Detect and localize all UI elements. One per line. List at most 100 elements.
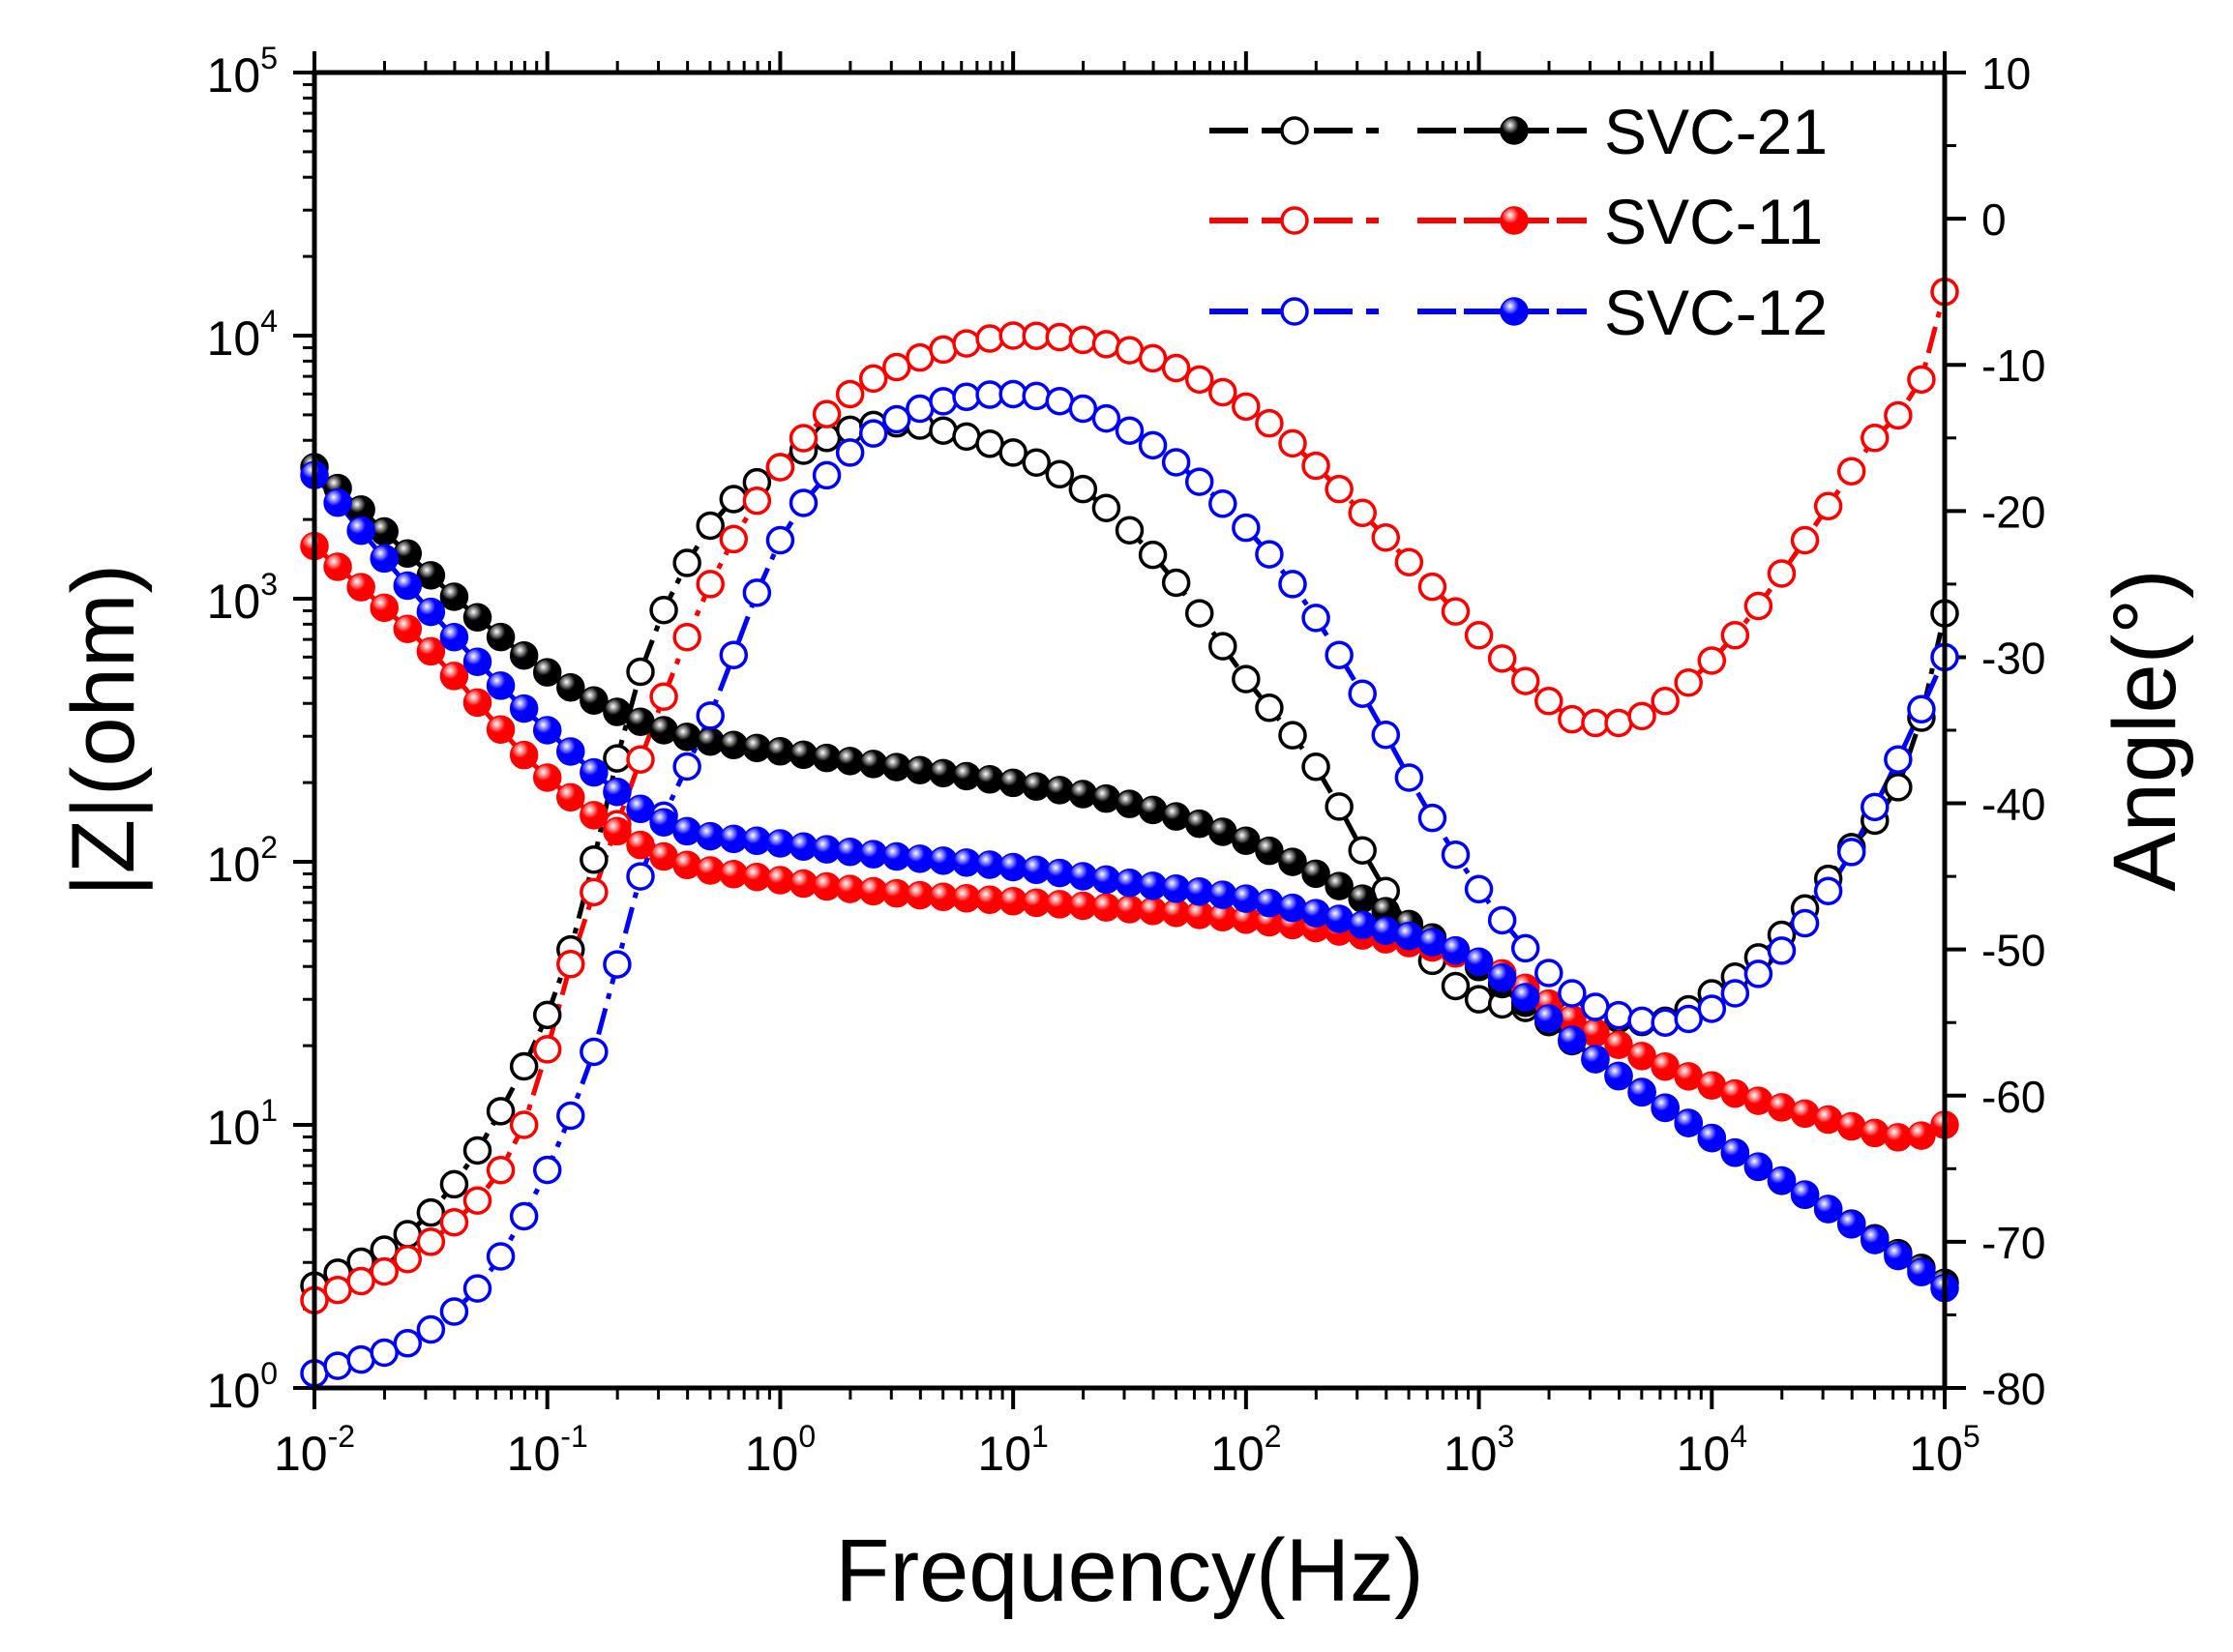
phase-point-svc-21 [1184, 599, 1214, 628]
modulus-point-svc-21 [580, 686, 609, 716]
phase-point-svc-12 [1022, 381, 1051, 411]
phase-point-svc-21 [1441, 971, 1471, 1001]
modulus-point-svc-21 [672, 723, 701, 752]
phase-point-svc-12 [765, 525, 795, 555]
modulus-point-svc-12 [1301, 899, 1330, 928]
phase-point-svc-21 [1232, 664, 1261, 693]
phase-point-svc-12 [1068, 394, 1098, 424]
modulus-point-svc-12 [1441, 935, 1471, 965]
modulus-point-svc-21 [998, 768, 1027, 798]
phase-point-svc-11 [1674, 667, 1703, 697]
phase-point-svc-12 [1813, 876, 1843, 905]
modulus-point-svc-12 [1558, 1025, 1587, 1054]
modulus-point-svc-11 [486, 715, 516, 744]
phase-point-svc-11 [858, 364, 888, 394]
modulus-point-svc-12 [1604, 1061, 1633, 1091]
modulus-point-svc-12 [1255, 888, 1284, 918]
phase-point-svc-12 [416, 1314, 446, 1344]
x-tick-label: 10-2 [274, 1419, 355, 1481]
phase-point-svc-12 [742, 578, 772, 607]
modulus-point-svc-12 [1371, 916, 1401, 945]
phase-point-svc-11 [1697, 646, 1727, 675]
x-tick-label: 102 [1210, 1419, 1281, 1481]
phase-point-svc-12 [975, 380, 1004, 409]
modulus-point-svc-11 [370, 593, 399, 623]
phase-point-svc-12 [1510, 933, 1540, 963]
phase-point-svc-12 [1790, 908, 1820, 938]
x-tick-label: 105 [1909, 1419, 1980, 1481]
y-left-tick-label: 102 [207, 830, 278, 892]
phase-point-svc-11 [1790, 525, 1820, 555]
phase-point-svc-12 [1045, 386, 1075, 416]
modulus-point-svc-11 [1604, 1030, 1633, 1059]
legend-modulus-marker [1500, 206, 1529, 235]
phase-point-svc-12 [1325, 640, 1354, 669]
phase-point-svc-11 [929, 335, 958, 365]
y-right-tick-label: -30 [1981, 633, 2045, 683]
phase-point-svc-11 [1510, 666, 1540, 695]
phase-point-svc-12 [1884, 745, 1913, 774]
modulus-point-svc-12 [1232, 884, 1261, 913]
phase-point-svc-12 [1371, 721, 1401, 750]
phase-point-svc-12 [580, 1037, 609, 1067]
phase-point-svc-11 [346, 1266, 375, 1296]
phase-point-svc-11 [1627, 701, 1656, 731]
phase-point-svc-12 [1674, 1004, 1703, 1034]
phase-point-svc-11 [975, 324, 1004, 353]
phase-point-svc-21 [603, 744, 632, 773]
modulus-point-svc-12 [1627, 1077, 1656, 1107]
y-left-tick-label: 105 [207, 41, 278, 103]
modulus-point-svc-12 [1651, 1093, 1680, 1123]
phase-point-svc-21 [509, 1051, 539, 1081]
phase-point-svc-11 [1045, 322, 1075, 352]
phase-point-svc-21 [439, 1169, 469, 1199]
phase-point-svc-11 [1487, 644, 1517, 673]
phase-point-svc-11 [1836, 457, 1866, 486]
modulus-point-svc-12 [1208, 880, 1237, 909]
modulus-point-svc-12 [1464, 947, 1494, 977]
modulus-point-svc-11 [509, 740, 539, 770]
x-tick-label: 103 [1444, 1419, 1514, 1481]
modulus-point-svc-12 [1907, 1257, 1936, 1286]
legend-label-svc-12: SVC-12 [1604, 277, 1828, 348]
phase-point-svc-21 [486, 1097, 516, 1126]
modulus-point-svc-21 [1045, 776, 1075, 805]
modulus-point-svc-11 [626, 830, 655, 860]
phase-point-svc-12 [1278, 570, 1307, 599]
phase-point-svc-12 [556, 1101, 585, 1131]
legend-phase-marker [1280, 116, 1309, 145]
phase-point-svc-11 [486, 1156, 516, 1185]
modulus-point-svc-11 [1861, 1118, 1890, 1148]
phase-point-svc-21 [952, 422, 981, 452]
phase-line-svc-21 [313, 421, 1948, 1288]
phase-point-svc-11 [1394, 547, 1424, 576]
x-tick-label: 100 [745, 1419, 816, 1481]
phase-point-svc-11 [1068, 325, 1098, 355]
phase-point-svc-11 [626, 745, 655, 774]
modulus-point-svc-11 [672, 850, 701, 880]
phase-point-svc-12 [812, 460, 842, 490]
phase-point-svc-12 [998, 379, 1027, 409]
phase-point-svc-11 [649, 682, 678, 712]
phase-point-svc-12 [882, 404, 911, 434]
x-tick-label: 104 [1677, 1419, 1747, 1481]
phase-point-svc-12 [1138, 430, 1168, 460]
phase-point-svc-12 [1464, 874, 1494, 904]
modulus-point-svc-12 [462, 647, 492, 676]
phase-point-svc-21 [998, 438, 1027, 467]
phase-point-svc-12 [1627, 1006, 1656, 1036]
phase-point-svc-11 [1301, 451, 1330, 481]
phase-point-svc-11 [1534, 687, 1563, 716]
modulus-point-svc-11 [1627, 1042, 1656, 1071]
modulus-point-svc-21 [1068, 780, 1098, 809]
legend-modulus-marker [1500, 297, 1529, 326]
x-axis-title: Frequency(Hz) [835, 1521, 1423, 1620]
modulus-point-svc-12 [509, 693, 539, 723]
modulus-point-svc-12 [439, 622, 469, 652]
phase-point-svc-11 [580, 877, 609, 907]
modulus-point-svc-12 [1884, 1241, 1913, 1271]
modulus-point-svc-12 [1861, 1225, 1890, 1254]
phase-point-svc-12 [1487, 905, 1517, 935]
phase-point-svc-21 [1115, 516, 1145, 545]
phase-point-svc-12 [1907, 694, 1936, 724]
